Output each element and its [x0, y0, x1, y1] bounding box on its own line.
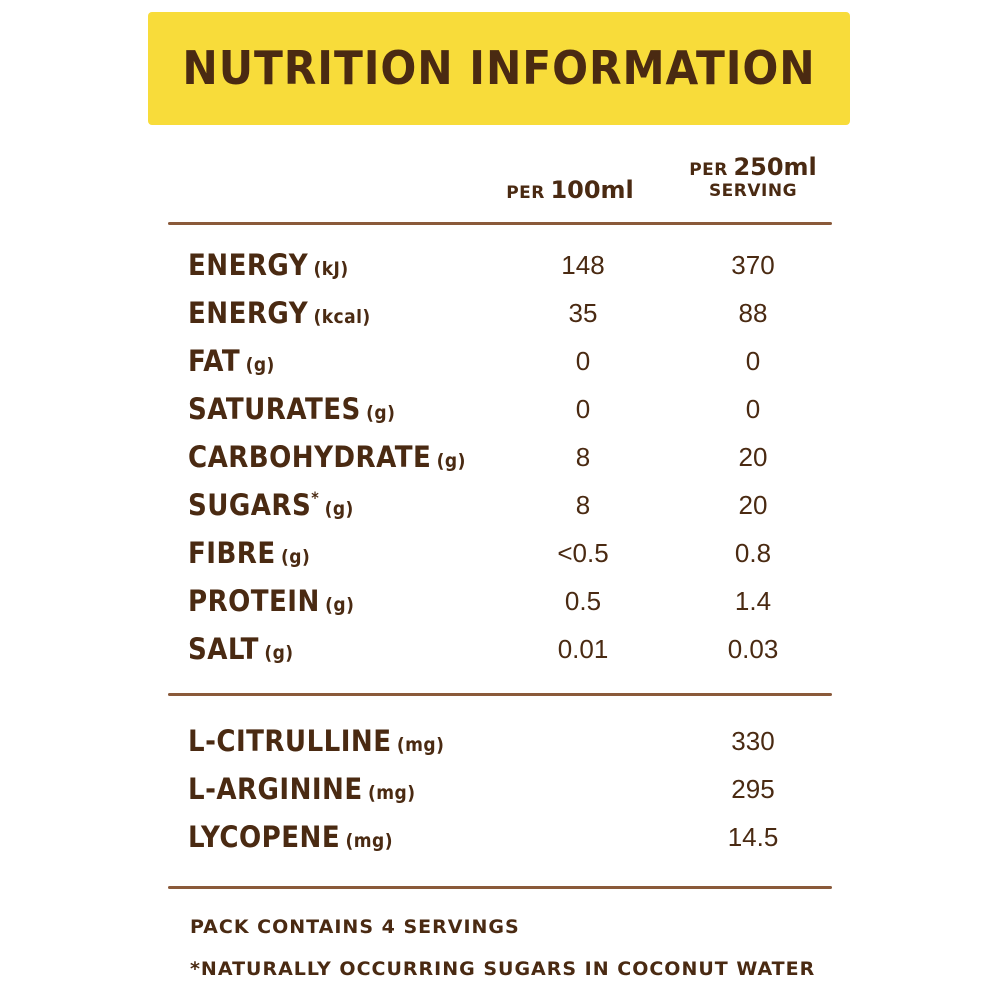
- nutrient-row: FAT (g) 0 0: [188, 344, 838, 384]
- column-amount: 100ml: [550, 176, 634, 204]
- nutrient-row: ENERGY (kcal) 35 88: [188, 296, 838, 336]
- nutrient-unit: (g): [366, 402, 396, 424]
- nutrient-name: ENERGY: [188, 248, 309, 282]
- nutrient-unit: (g): [436, 450, 466, 472]
- nutrient-name: SALT: [188, 632, 259, 666]
- column-prefix: PER: [506, 183, 545, 203]
- nutrient-unit: (g): [324, 498, 354, 520]
- nutrient-label: L-ARGININE (mg): [188, 772, 416, 806]
- nutrient-row: SUGARS*(g) 8 20: [188, 488, 838, 528]
- nutrient-label: SALT (g): [188, 632, 294, 666]
- nutrient-row: L-ARGININE (mg) 295: [188, 772, 838, 812]
- per-100ml-value: 8: [575, 442, 591, 472]
- nutrient-label: ENERGY (kcal): [188, 296, 371, 330]
- column-amount: 250ml: [733, 153, 817, 181]
- nutrient-unit: (g): [245, 354, 275, 376]
- nutrient-name: L-CITRULLINE: [188, 724, 392, 758]
- title: NUTRITION INFORMATION: [182, 41, 816, 95]
- nutrient-unit: (mg): [396, 734, 445, 756]
- nutrient-name: FIBRE: [188, 536, 276, 570]
- nutrient-label: ENERGY (kJ): [188, 248, 349, 282]
- footnote-marker: *: [311, 488, 320, 507]
- per-serving-value: 20: [738, 442, 768, 472]
- per-serving-value: 295: [731, 774, 775, 804]
- nutrient-row: FIBRE (g) <0.5 0.8: [188, 536, 838, 576]
- nutrient-row: LYCOPENE (mg) 14.5: [188, 820, 838, 860]
- nutrient-unit: (mg): [368, 782, 416, 804]
- per-serving-value: 330: [731, 726, 775, 756]
- per-100ml-value: 0.01: [557, 634, 609, 664]
- nutrient-label: PROTEIN (g): [188, 584, 354, 618]
- per-100ml-value: 0.5: [564, 586, 602, 616]
- nutrient-row: SATURATES (g) 0 0: [188, 392, 838, 432]
- column-header: PER 100ml: [470, 176, 670, 204]
- nutrient-unit: (kcal): [313, 306, 371, 328]
- column-header: PER 250ml SERVING: [653, 153, 853, 201]
- per-100ml-value: 148: [561, 250, 605, 280]
- nutrient-row: CARBOHYDRATE (g) 8 20: [188, 440, 838, 480]
- nutrient-unit: (g): [281, 546, 311, 568]
- nutrient-name: CARBOHYDRATE: [188, 440, 432, 474]
- nutrient-name: PROTEIN: [188, 584, 320, 618]
- nutrient-label: SATURATES (g): [188, 392, 395, 426]
- nutrient-row: SALT (g) 0.01 0.03: [188, 632, 838, 672]
- nutrient-label: FAT (g): [188, 344, 275, 378]
- nutrient-name: SUGARS: [188, 488, 312, 522]
- nutrient-name: SATURATES: [188, 392, 361, 426]
- divider: [168, 693, 832, 696]
- per-serving-value: 0.8: [734, 538, 772, 568]
- per-serving-value: 88: [738, 298, 768, 328]
- column-prefix: PER: [689, 160, 728, 180]
- per-serving-value: 14.5: [727, 822, 779, 852]
- title-banner: [148, 12, 850, 125]
- nutrient-row: PROTEIN (g) 0.5 1.4: [188, 584, 838, 624]
- nutrient-name: L-ARGININE: [188, 772, 363, 806]
- divider: [168, 222, 832, 225]
- per-serving-value: 0.03: [727, 634, 779, 664]
- nutrient-label: LYCOPENE (mg): [188, 820, 393, 854]
- servings-note: PACK CONTAINS 4 SERVINGS: [190, 916, 520, 938]
- nutrient-unit: (g): [325, 594, 355, 616]
- divider: [168, 886, 832, 889]
- nutrient-unit: (g): [264, 642, 294, 664]
- per-serving-value: 0: [745, 346, 761, 376]
- nutrient-row: L-CITRULLINE (mg) 330: [188, 724, 838, 764]
- per-serving-value: 0: [745, 394, 761, 424]
- per-100ml-value: 8: [575, 490, 591, 520]
- nutrient-unit: (mg): [345, 830, 394, 852]
- per-100ml-value: <0.5: [557, 538, 609, 568]
- per-serving-value: 20: [738, 490, 768, 520]
- per-serving-value: 1.4: [734, 586, 772, 616]
- per-100ml-value: 35: [568, 298, 598, 328]
- nutrient-unit: (kJ): [313, 258, 349, 280]
- nutrient-label: L-CITRULLINE (mg): [188, 724, 444, 758]
- nutrient-name: FAT: [188, 344, 241, 378]
- per-serving-value: 370: [731, 250, 775, 280]
- column-suffix: SERVING: [708, 181, 798, 201]
- nutrient-label: SUGARS*(g): [188, 488, 354, 522]
- nutrient-name: ENERGY: [188, 296, 309, 330]
- nutrient-row: ENERGY (kJ) 148 370: [188, 248, 838, 288]
- nutrient-label: CARBOHYDRATE (g): [188, 440, 466, 474]
- nutrient-name: LYCOPENE: [188, 820, 341, 854]
- per-100ml-value: 0: [575, 346, 591, 376]
- nutrient-label: FIBRE (g): [188, 536, 310, 570]
- footnote: *NATURALLY OCCURRING SUGARS IN COCONUT W…: [190, 958, 816, 980]
- per-100ml-value: 0: [575, 394, 591, 424]
